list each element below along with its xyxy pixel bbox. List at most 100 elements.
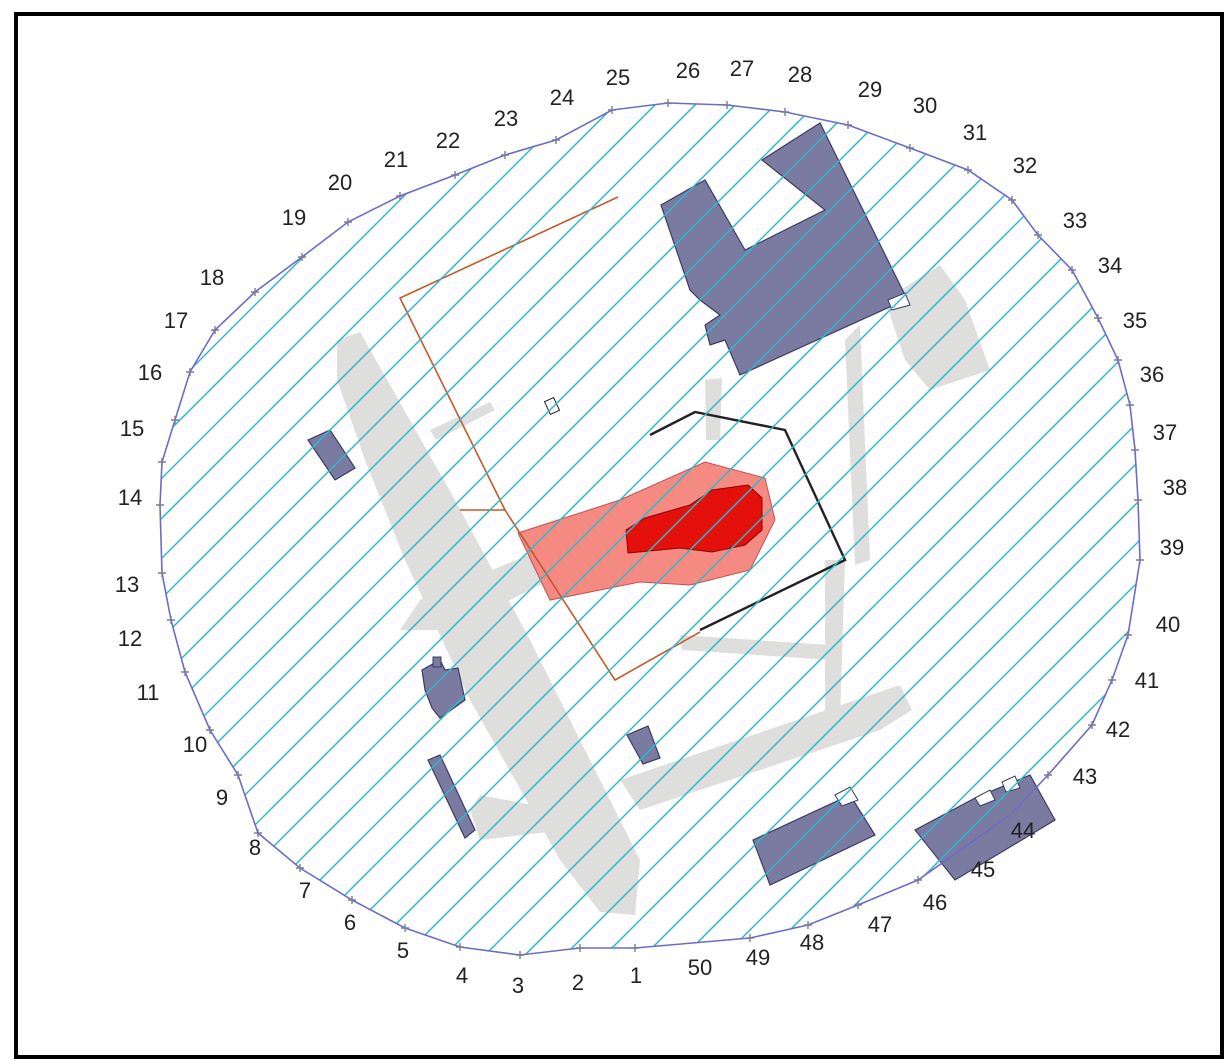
buildings-layer <box>307 122 1056 886</box>
hatch-line <box>379 103 1140 955</box>
boundary-marker <box>576 944 584 952</box>
pavement-path-ne <box>845 325 870 565</box>
pavement-branch-left <box>400 550 560 630</box>
boundary-label: 6 <box>344 910 356 935</box>
boundary-label: 3 <box>512 973 524 998</box>
hazard-zone-inner <box>625 484 763 554</box>
boundary-marker <box>1006 811 1014 819</box>
boundary-label: 18 <box>200 265 224 290</box>
boundary-marker <box>552 136 560 144</box>
boundary-label: 34 <box>1098 253 1122 278</box>
boundary-marker <box>296 864 304 872</box>
boundary-marker <box>254 829 262 837</box>
boundary-markers <box>156 99 1144 959</box>
boundary-label: 33 <box>1063 208 1087 233</box>
boundary-marker <box>1068 266 1076 274</box>
boundary-marker <box>1044 771 1052 779</box>
boundary-marker <box>181 668 189 676</box>
boundary-marker <box>854 901 862 909</box>
boundary-marker <box>171 416 179 424</box>
boundary-label: 14 <box>118 485 142 510</box>
hatch-line <box>160 103 801 955</box>
boundary-marker <box>186 368 194 376</box>
boundary-label: 29 <box>858 77 882 102</box>
boundary-label: 48 <box>800 930 824 955</box>
boundary-label: 23 <box>494 106 518 131</box>
boundary-label: 43 <box>1073 764 1097 789</box>
boundary-marker <box>401 924 409 932</box>
building-annex-se2 <box>1001 775 1021 793</box>
boundary-label: 44 <box>1011 818 1035 843</box>
boundary-label: 42 <box>1106 717 1130 742</box>
boundary-marker <box>211 326 219 334</box>
boundary-label: 19 <box>282 205 306 230</box>
boundary-label: 8 <box>249 835 261 860</box>
boundary-label: 22 <box>436 128 460 153</box>
boundary-label: 27 <box>730 56 754 81</box>
boundary-label: 30 <box>913 93 937 118</box>
boundary-marker <box>723 101 731 109</box>
boundary-marker <box>348 896 356 904</box>
boundary-label: 49 <box>746 945 770 970</box>
boundary-label: 39 <box>1160 535 1184 560</box>
boundary-label: 28 <box>788 62 812 87</box>
boundary-label: 24 <box>550 85 574 110</box>
boundary-label: 50 <box>688 955 712 980</box>
boundary-marker <box>156 501 164 509</box>
hatch-line <box>160 103 841 955</box>
boundary-marker <box>451 171 459 179</box>
hatch-line <box>160 103 721 955</box>
boundary-label: 21 <box>384 147 408 172</box>
boundary-marker <box>1108 676 1116 684</box>
boundary-marker <box>516 951 524 959</box>
boundary-label: 1 <box>630 963 642 988</box>
boundary-marker <box>1124 631 1132 639</box>
hatch-line <box>160 103 761 955</box>
boundary-marker <box>608 106 616 114</box>
boundary-marker <box>844 121 852 129</box>
boundary-label: 32 <box>1013 153 1037 178</box>
boundary-label: 38 <box>1163 475 1187 500</box>
boundary-label: 40 <box>1156 612 1180 637</box>
boundary-marker <box>1088 721 1096 729</box>
boundary-label: 17 <box>164 308 188 333</box>
pavement-main-road <box>337 332 640 915</box>
boundary-marker <box>906 144 914 152</box>
boundary-marker <box>1114 356 1122 364</box>
plot-outline-orange <box>398 196 619 511</box>
boundary-label: 45 <box>971 857 995 882</box>
hatch-line <box>499 103 1140 955</box>
building-small-west <box>307 429 356 481</box>
boundary-marker <box>1008 196 1016 204</box>
boundary-marker <box>664 99 672 107</box>
boundary-label: 2 <box>572 970 584 995</box>
building-annex-se1 <box>974 789 996 807</box>
boundary-marker <box>501 151 509 159</box>
boundary-label: 9 <box>216 785 228 810</box>
boundary-label: 11 <box>137 680 160 705</box>
hatch-line <box>619 103 1140 955</box>
boundary-label: 5 <box>397 938 409 963</box>
building-center-small <box>626 725 661 765</box>
boundary-marker <box>804 921 812 929</box>
boundary-label: 31 <box>963 120 987 145</box>
boundary-label: 36 <box>1140 362 1164 387</box>
boundary-label: 26 <box>676 58 700 83</box>
building-left-1 <box>421 659 466 719</box>
boundary-marker <box>251 288 259 296</box>
boundary-marker <box>1131 446 1139 454</box>
boundary-label: 35 <box>1123 308 1147 333</box>
pavement-stub-top <box>705 378 722 440</box>
boundary-label: 16 <box>138 360 162 385</box>
boundary-label: 46 <box>923 890 947 915</box>
hatch-line <box>160 103 641 955</box>
boundary-marker <box>781 108 789 116</box>
boundary-label: 41 <box>1135 668 1159 693</box>
building-annex-south <box>834 786 859 807</box>
hatch-line <box>419 103 1140 955</box>
hatch-line <box>459 103 1140 955</box>
boundary-labels: 1234567891011121314151617181920212223242… <box>115 56 1187 998</box>
boundary-marker <box>206 726 214 734</box>
boundary-label: 10 <box>183 732 207 757</box>
